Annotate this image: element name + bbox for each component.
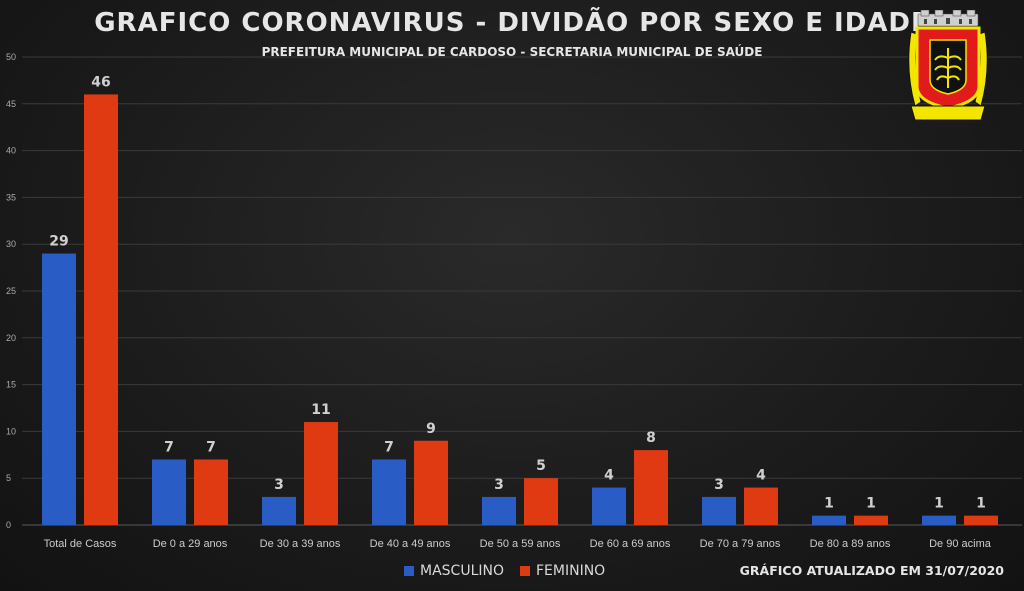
data-label: 1 bbox=[934, 496, 944, 512]
chart-title: GRAFICO CORONAVIRUS - DIVIDÃO POR SEXO E… bbox=[94, 8, 930, 38]
bar-feminino-8 bbox=[964, 515, 998, 525]
y-tick-label: 0 bbox=[6, 520, 11, 530]
legend-item-feminino: FEMININO bbox=[520, 563, 605, 579]
legend-swatch-masculino bbox=[404, 566, 414, 576]
update-date-note: GRÁFICO ATUALIZADO EM 31/07/2020 bbox=[739, 563, 1004, 578]
y-axis-ticks: 0 5 10 15 20 25 30 35 40 45 50 bbox=[6, 52, 16, 530]
y-tick-label: 40 bbox=[6, 146, 16, 156]
y-tick-label: 20 bbox=[6, 333, 16, 343]
bar-masculino-0 bbox=[42, 253, 76, 525]
data-label: 3 bbox=[494, 477, 504, 493]
bar-feminino-4 bbox=[524, 478, 558, 525]
x-tick-label: De 0 a 29 anos bbox=[153, 538, 228, 550]
bar-feminino-0 bbox=[84, 94, 118, 525]
chart-subtitle: PREFEITURA MUNICIPAL DE CARDOSO - SECRET… bbox=[261, 45, 763, 59]
bar-feminino-7 bbox=[854, 515, 888, 525]
x-tick-label: De 90 acima bbox=[929, 538, 992, 550]
x-tick-label: De 50 a 59 anos bbox=[480, 538, 561, 550]
data-label: 4 bbox=[756, 468, 766, 484]
data-label: 7 bbox=[384, 439, 394, 455]
data-label: 1 bbox=[824, 496, 834, 512]
data-label: 7 bbox=[164, 439, 174, 455]
y-tick-label: 30 bbox=[6, 239, 16, 249]
bar-feminino-2 bbox=[304, 422, 338, 525]
legend-label-feminino: FEMININO bbox=[536, 563, 606, 579]
data-label: 1 bbox=[866, 496, 876, 512]
x-tick-label: De 40 a 49 anos bbox=[370, 538, 451, 550]
legend-label-masculino: MASCULINO bbox=[420, 563, 504, 579]
data-label: 3 bbox=[714, 477, 724, 493]
bar-feminino-6 bbox=[744, 487, 778, 525]
data-label: 7 bbox=[206, 439, 216, 455]
bar-feminino-1 bbox=[194, 459, 228, 525]
bars bbox=[42, 94, 998, 525]
bar-masculino-1 bbox=[152, 459, 186, 525]
y-tick-label: 25 bbox=[6, 286, 16, 296]
bar-masculino-7 bbox=[812, 515, 846, 525]
data-label: 46 bbox=[91, 74, 110, 90]
data-label: 29 bbox=[49, 234, 68, 250]
gridlines bbox=[22, 56, 1022, 526]
bar-masculino-2 bbox=[262, 496, 296, 525]
data-label: 3 bbox=[274, 477, 284, 493]
y-tick-label: 35 bbox=[6, 192, 16, 202]
bar-feminino-5 bbox=[634, 450, 668, 525]
bar-masculino-3 bbox=[372, 459, 406, 525]
y-tick-label: 50 bbox=[6, 52, 16, 62]
data-label: 8 bbox=[646, 430, 656, 446]
x-tick-label: Total de Casos bbox=[44, 538, 117, 550]
data-label: 9 bbox=[426, 421, 436, 437]
bar-masculino-4 bbox=[482, 496, 516, 525]
x-tick-label: De 80 a 89 anos bbox=[810, 538, 891, 550]
bar-masculino-5 bbox=[592, 487, 626, 525]
x-tick-label: De 30 a 39 anos bbox=[260, 538, 341, 550]
data-label: 5 bbox=[536, 458, 546, 474]
bar-masculino-6 bbox=[702, 496, 736, 525]
legend-item-masculino: MASCULINO bbox=[404, 563, 504, 579]
data-label: 1 bbox=[976, 496, 986, 512]
municipal-coat-of-arms-logo bbox=[908, 10, 988, 121]
y-tick-label: 45 bbox=[6, 99, 16, 109]
x-tick-label: De 70 a 79 anos bbox=[700, 538, 781, 550]
legend-swatch-feminino bbox=[520, 566, 530, 576]
x-axis-ticks: Total de Casos De 0 a 29 anos De 30 a 39 a… bbox=[44, 538, 992, 550]
data-label: 4 bbox=[604, 468, 614, 484]
y-tick-label: 10 bbox=[6, 426, 16, 436]
bar-masculino-8 bbox=[922, 515, 956, 525]
y-tick-label: 15 bbox=[6, 380, 16, 390]
x-tick-label: De 60 a 69 anos bbox=[590, 538, 671, 550]
chart-legend: MASCULINO FEMININO bbox=[404, 561, 605, 581]
y-tick-label: 5 bbox=[6, 473, 11, 483]
data-label: 11 bbox=[311, 402, 330, 418]
bar-feminino-3 bbox=[414, 440, 448, 525]
